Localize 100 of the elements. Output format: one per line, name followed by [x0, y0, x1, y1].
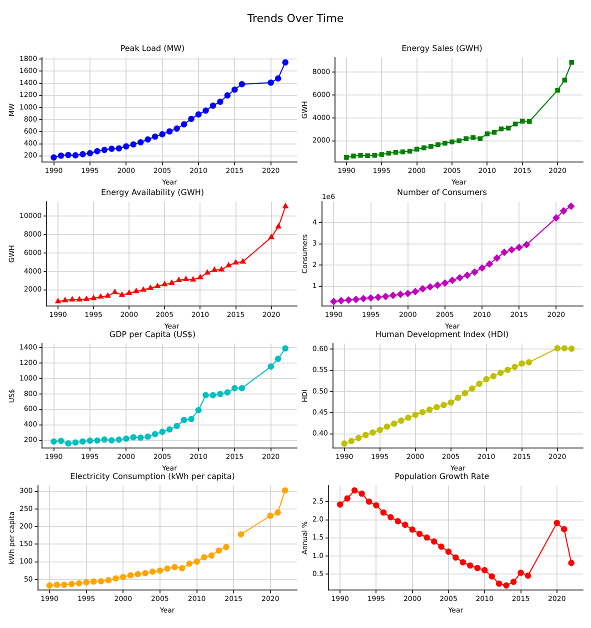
- point: [520, 118, 525, 124]
- point: [460, 559, 466, 566]
- point: [168, 280, 175, 285]
- point: [440, 402, 447, 408]
- point: [345, 296, 352, 304]
- point: [512, 364, 518, 370]
- point: [282, 487, 288, 494]
- point: [188, 416, 194, 422]
- point: [116, 145, 122, 152]
- point: [268, 80, 274, 86]
- point: [508, 246, 516, 254]
- point: [358, 490, 365, 497]
- point: [282, 59, 288, 66]
- point: [527, 119, 532, 124]
- point: [456, 274, 464, 282]
- point: [419, 285, 426, 292]
- point: [183, 276, 189, 282]
- point: [149, 568, 156, 575]
- point: [238, 81, 246, 88]
- point: [390, 420, 398, 427]
- point: [108, 146, 115, 152]
- point: [101, 146, 108, 153]
- point: [504, 366, 511, 374]
- point: [470, 135, 476, 140]
- point: [274, 509, 281, 516]
- point: [338, 297, 345, 304]
- point: [448, 276, 456, 284]
- point: [61, 582, 68, 588]
- point: [492, 130, 497, 135]
- point: [148, 284, 154, 290]
- chart-title: Number of Consumers: [397, 188, 487, 197]
- point: [116, 436, 122, 443]
- point: [483, 376, 490, 382]
- point: [445, 548, 452, 555]
- point: [86, 438, 94, 444]
- point: [174, 422, 180, 430]
- point: [424, 534, 430, 541]
- point: [58, 438, 64, 444]
- point: [65, 440, 72, 447]
- point: [552, 214, 560, 222]
- point: [188, 116, 194, 122]
- point: [478, 264, 486, 272]
- point: [240, 258, 246, 264]
- point: [156, 568, 164, 574]
- point: [232, 86, 238, 93]
- point: [554, 345, 560, 352]
- point: [344, 495, 350, 502]
- point: [62, 297, 68, 302]
- point: [276, 224, 282, 229]
- point: [223, 544, 230, 550]
- point: [166, 128, 173, 135]
- point: [488, 573, 495, 580]
- point: [164, 565, 170, 572]
- point: [137, 434, 144, 441]
- point: [174, 125, 180, 132]
- point: [180, 121, 188, 128]
- point: [560, 207, 568, 214]
- point: [186, 560, 193, 567]
- point: [217, 98, 224, 105]
- point: [414, 146, 420, 152]
- point: [438, 543, 444, 550]
- point: [348, 438, 355, 444]
- point: [468, 385, 476, 392]
- point: [217, 390, 224, 398]
- point: [154, 283, 160, 288]
- point: [202, 107, 209, 114]
- point: [120, 574, 126, 580]
- point: [394, 518, 402, 524]
- point: [400, 149, 406, 154]
- point: [464, 136, 468, 142]
- point: [562, 78, 567, 83]
- point: [497, 370, 504, 376]
- point: [567, 202, 575, 210]
- point: [130, 434, 137, 440]
- point: [86, 150, 94, 156]
- point: [166, 426, 173, 432]
- point: [503, 582, 510, 589]
- point: [370, 429, 376, 436]
- point: [58, 152, 64, 159]
- point: [393, 150, 398, 155]
- point: [373, 502, 380, 508]
- point: [496, 580, 502, 587]
- point: [481, 567, 488, 574]
- point: [362, 432, 369, 438]
- point: [105, 577, 112, 584]
- point: [409, 526, 416, 533]
- point: [98, 578, 104, 584]
- point: [54, 582, 60, 588]
- point: [405, 414, 412, 421]
- point: [374, 294, 382, 301]
- point: [94, 148, 100, 154]
- point: [396, 290, 404, 298]
- point: [140, 286, 146, 292]
- point: [133, 288, 140, 294]
- point: [238, 385, 246, 392]
- point: [450, 139, 454, 144]
- point: [467, 562, 474, 569]
- point: [55, 298, 61, 304]
- point: [464, 272, 471, 279]
- point: [142, 570, 148, 576]
